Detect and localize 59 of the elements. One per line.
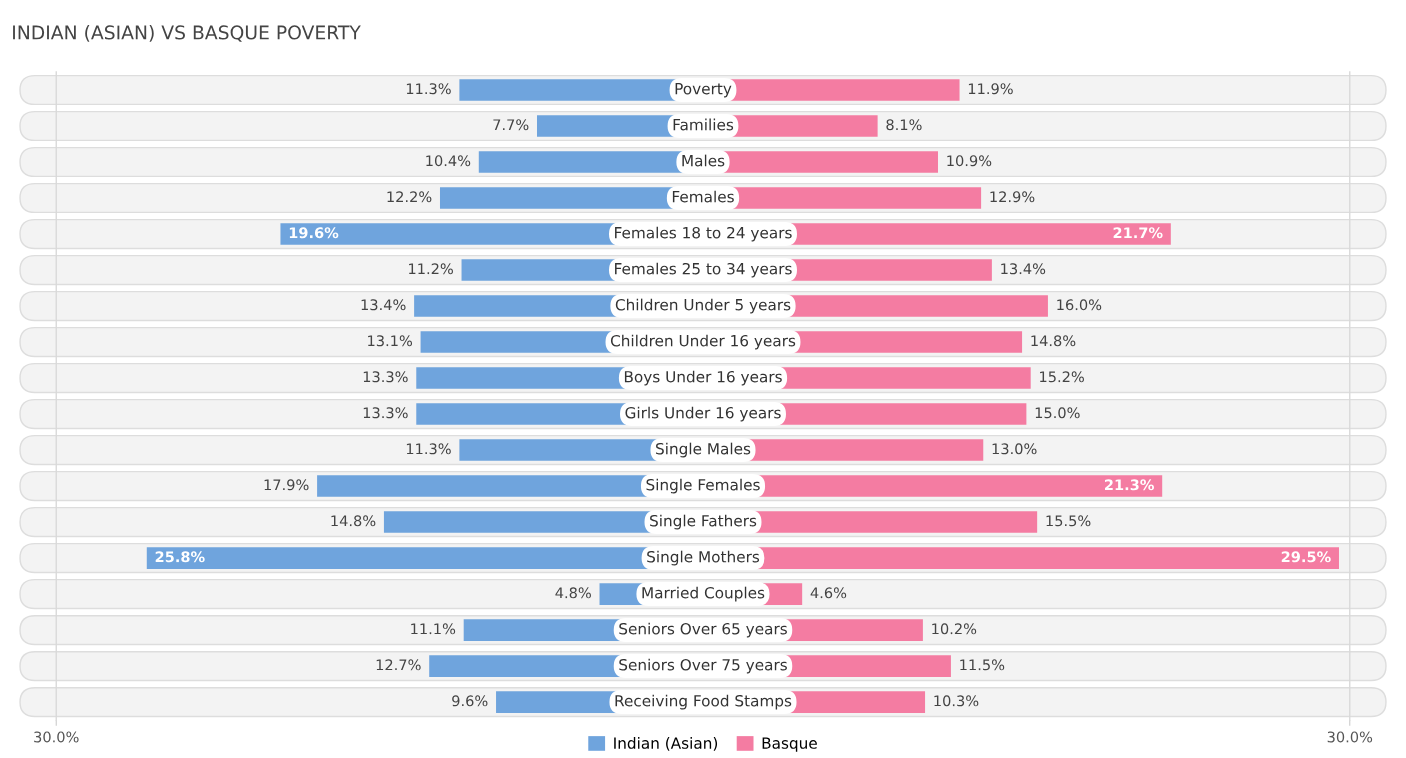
data-label: 21.7% (1113, 227, 1163, 239)
data-label: 10.3% (934, 695, 979, 707)
category-label: Males (682, 154, 725, 167)
category-label: Single Males (656, 442, 751, 458)
data-label: 11.3% (406, 83, 451, 95)
chart-title: INDIAN (ASIAN) VS BASQUE POVERTY (13, 25, 361, 42)
data-label: 14.8% (1031, 335, 1076, 347)
category-label: Children Under 16 years (610, 334, 796, 350)
legend-label: Basque (762, 737, 817, 752)
category-label: Poverty (675, 83, 732, 98)
data-label: 12.7% (376, 659, 421, 671)
category-label: Receiving Food Stamps (615, 694, 792, 710)
category-label: Females (672, 190, 734, 203)
x-tick-label: 30.0% (34, 731, 79, 743)
data-label: 13.4% (361, 299, 406, 311)
data-label: 13.3% (363, 371, 408, 383)
data-label: 15.2% (1040, 371, 1084, 383)
category-label: Boys Under 16 years (624, 370, 782, 386)
category-label: Single Fathers (650, 514, 757, 530)
category-label: Girls Under 16 years (625, 406, 781, 422)
data-label: 11.5% (960, 659, 1005, 671)
data-label: 15.0% (1035, 407, 1080, 419)
category-label: Families (673, 118, 734, 131)
data-label: 29.5% (1281, 551, 1331, 563)
data-label: 11.9% (968, 83, 1013, 95)
data-label: 12.9% (990, 191, 1035, 203)
data-label: 19.6% (289, 227, 339, 239)
data-label: 14.8% (331, 515, 376, 527)
data-label: 15.5% (1046, 515, 1091, 527)
data-label: 13.3% (363, 407, 408, 419)
data-label: 10.2% (932, 623, 977, 635)
category-label: Married Couples (642, 586, 765, 602)
data-label: 10.4% (426, 155, 471, 167)
data-label: 13.0% (992, 443, 1037, 455)
data-label: 4.6% (810, 587, 847, 599)
data-label: 9.6% (452, 695, 488, 707)
data-label: 11.2% (409, 263, 453, 275)
category-label: Children Under 5 years (615, 298, 791, 314)
data-label: 16.0% (1057, 299, 1102, 311)
x-tick-label: 30.0% (1327, 731, 1373, 743)
category-label: Females 25 to 34 years (615, 262, 792, 278)
data-label: 13.4% (1001, 263, 1046, 275)
category-label: Females 18 to 24 years (615, 226, 792, 242)
category-label: Seniors Over 75 years (619, 658, 787, 674)
data-label: 8.1% (886, 119, 922, 131)
category-label: Seniors Over 65 years (619, 622, 787, 638)
data-label: 11.3% (406, 443, 451, 455)
data-label: 4.8% (555, 587, 591, 599)
data-label: 21.3% (1105, 479, 1154, 491)
data-label: 10.9% (947, 155, 992, 167)
data-label: 17.9% (264, 479, 309, 491)
data-label: 12.2% (387, 191, 432, 203)
category-label: Single Mothers (647, 550, 760, 566)
data-label: 25.8% (155, 551, 205, 563)
data-label: 13.1% (368, 335, 413, 347)
data-label: 7.7% (493, 119, 529, 131)
data-label: 11.1% (411, 623, 456, 635)
legend-label: Indian (Asian) (614, 737, 718, 751)
category-label: Single Females (646, 478, 760, 494)
